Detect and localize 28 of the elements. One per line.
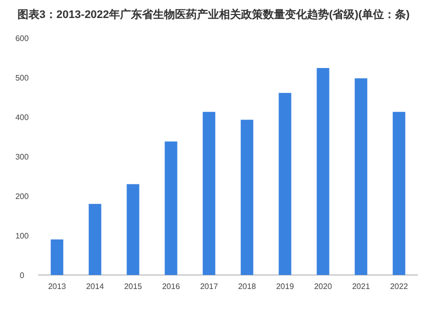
bar bbox=[50, 239, 64, 275]
x-tick-label: 2014 bbox=[86, 282, 104, 291]
bar bbox=[354, 78, 368, 275]
x-tick-label: 2015 bbox=[124, 282, 142, 291]
y-tick-label: 0 bbox=[20, 271, 25, 280]
bar bbox=[202, 112, 216, 275]
x-tick-label: 2021 bbox=[352, 282, 370, 291]
x-tick-label: 2018 bbox=[238, 282, 256, 291]
bar bbox=[88, 204, 102, 275]
bar bbox=[240, 120, 254, 275]
bar bbox=[316, 68, 330, 275]
x-tick-label: 2016 bbox=[162, 282, 180, 291]
chart-title: 图表3：2013-2022年广东省生物医药产业相关政策数量变化趋势(省级)(单位：条) bbox=[17, 8, 410, 21]
y-tick-label: 500 bbox=[15, 74, 30, 82]
x-tick-label: 2019 bbox=[276, 282, 294, 291]
y-tick-label: 200 bbox=[15, 192, 30, 201]
x-tick-label: 2020 bbox=[314, 282, 332, 291]
x-tick-label: 2022 bbox=[390, 282, 408, 291]
y-tick-label: 400 bbox=[15, 113, 30, 122]
x-tick-label: 2013 bbox=[48, 282, 66, 291]
y-tick-label: 100 bbox=[15, 232, 30, 240]
bar bbox=[126, 184, 140, 275]
bar bbox=[392, 112, 406, 275]
y-tick-label: 600 bbox=[15, 34, 30, 43]
y-tick-label: 300 bbox=[15, 152, 30, 162]
bar bbox=[278, 92, 292, 275]
bar bbox=[164, 141, 178, 275]
x-tick-label: 2017 bbox=[200, 282, 218, 291]
